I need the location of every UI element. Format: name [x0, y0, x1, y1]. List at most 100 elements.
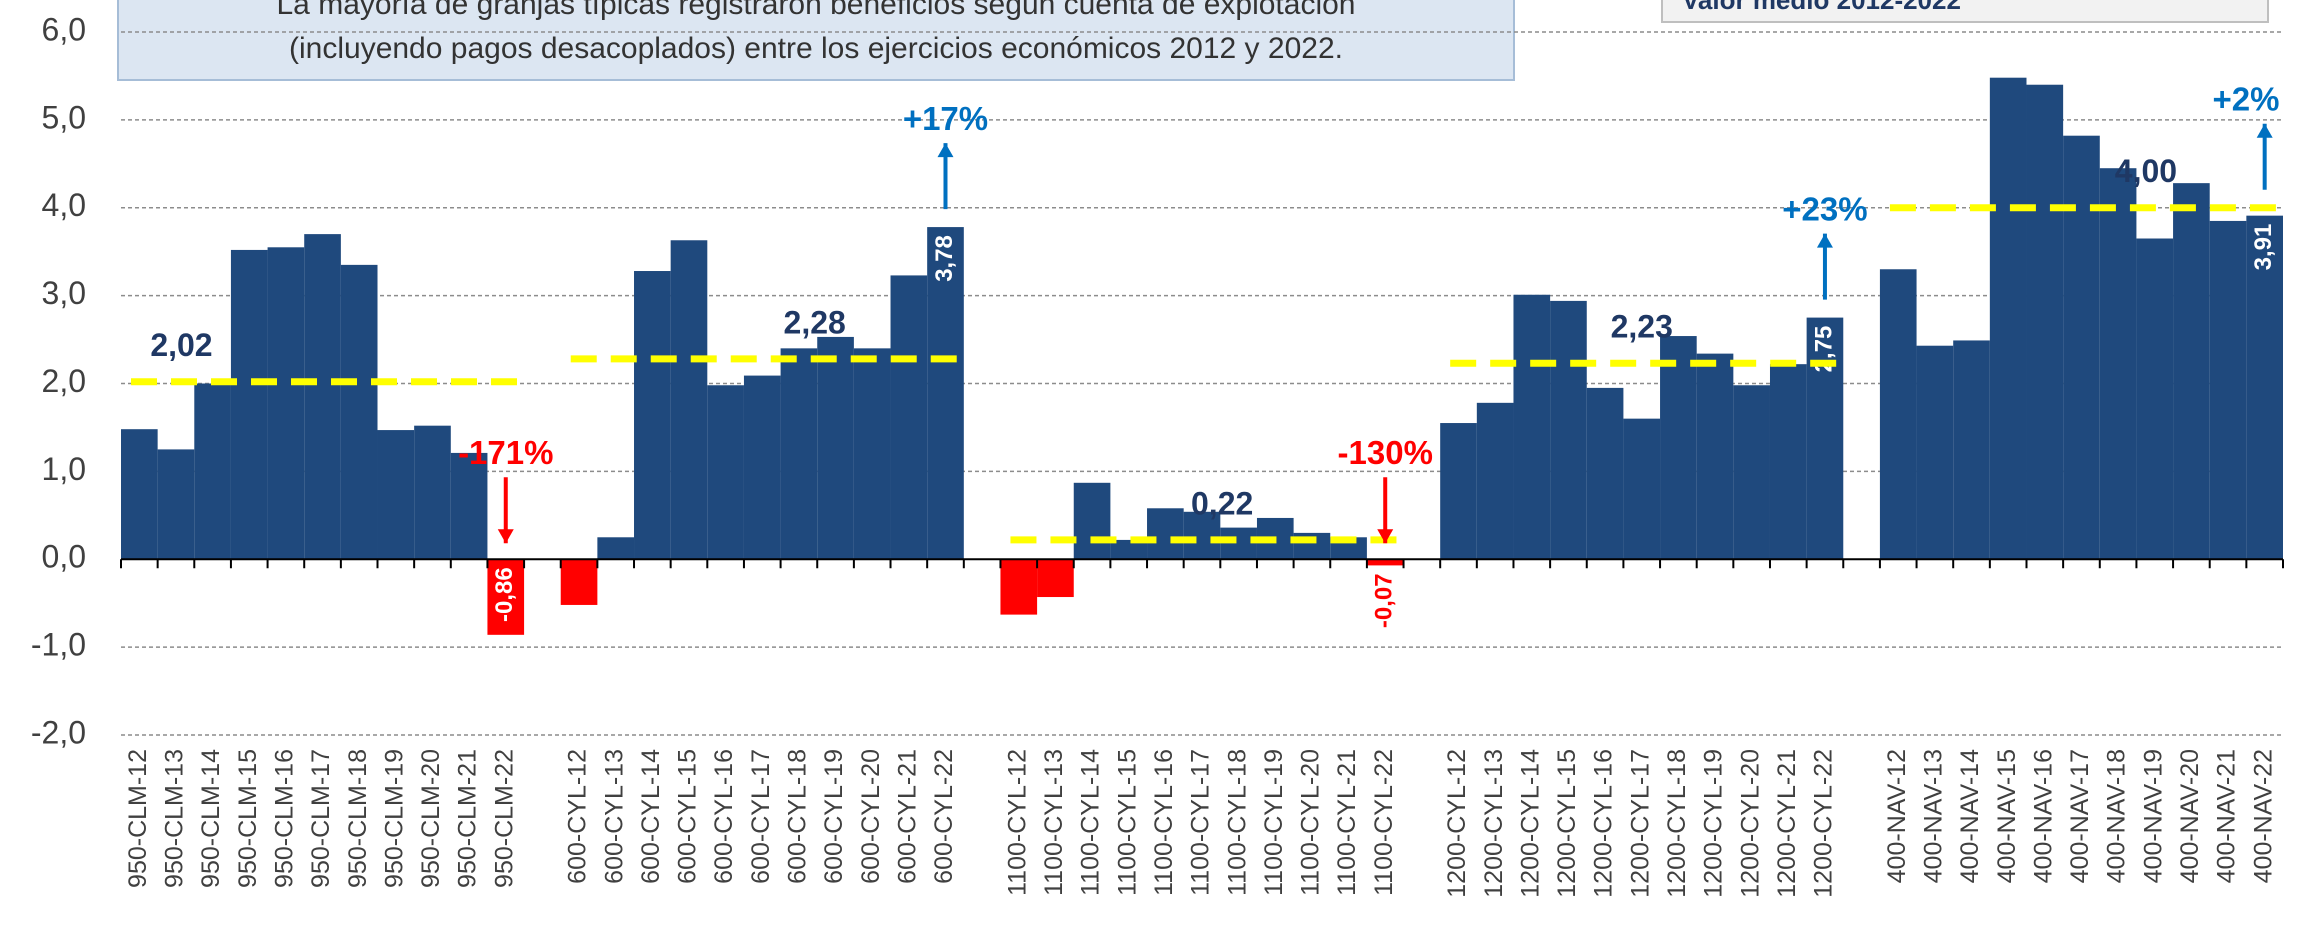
- bar: [340, 264, 378, 560]
- change-label: +2%: [2213, 80, 2280, 117]
- bar: [560, 559, 598, 605]
- note-box: [117, 0, 1515, 81]
- change-label: -171%: [458, 434, 553, 471]
- bar: [780, 348, 818, 560]
- note-line: La mayoría de granjas típicas registraro…: [277, 0, 1356, 21]
- mean-label: 4,00: [2115, 153, 2177, 189]
- bar: [1550, 300, 1587, 560]
- bar: [1733, 385, 1770, 560]
- y-tick-label: 4,0: [42, 187, 86, 223]
- bar: [1513, 294, 1551, 560]
- x-tick-label: 600-CYL-21: [893, 749, 921, 884]
- change-label: +23%: [1782, 190, 1867, 227]
- bar: [194, 383, 231, 560]
- x-tick-label: 600-CYL-20: [857, 749, 885, 884]
- bar: [1073, 482, 1111, 560]
- change-arrowhead: [2256, 123, 2273, 138]
- bar: [1989, 77, 2027, 560]
- bar: [1037, 559, 1074, 598]
- bar: [707, 385, 744, 560]
- x-tick-label: 1100-CYL-20: [1297, 749, 1325, 896]
- x-tick-label: 950-CLM-16: [271, 749, 299, 888]
- bar: [634, 271, 671, 560]
- y-tick-label: 6,0: [42, 11, 86, 47]
- mean-label: 2,28: [784, 304, 846, 340]
- bar: [853, 348, 891, 560]
- x-tick-label: 600-CYL-19: [820, 749, 848, 884]
- bar: [1696, 353, 1734, 560]
- x-tick-label: 400-NAV-17: [2066, 749, 2094, 883]
- bar: [1147, 508, 1184, 560]
- x-tick-label: 950-CLM-21: [454, 749, 482, 888]
- x-tick-label: 400-NAV-13: [1919, 749, 1947, 883]
- bar: [1183, 511, 1221, 560]
- x-tick-label: 400-NAV-12: [1883, 749, 1911, 883]
- bar: [2246, 215, 2283, 560]
- bar: [487, 559, 525, 635]
- x-tick-label: 600-CYL-13: [600, 749, 628, 884]
- bar: [377, 430, 415, 560]
- value-label: 3,78: [931, 235, 958, 282]
- x-tick-label: 400-NAV-15: [1993, 749, 2021, 883]
- x-tick-label: 1100-CYL-14: [1077, 749, 1105, 896]
- x-tick-label: 400-NAV-18: [2103, 749, 2131, 883]
- change-arrowhead: [937, 143, 954, 158]
- y-tick-label: -1,0: [31, 627, 86, 663]
- note-line: (incluyendo pagos desacoplados) entre lo…: [289, 32, 1343, 65]
- mean-label: 2,02: [150, 327, 212, 363]
- bar: [414, 425, 451, 560]
- bar: [1220, 527, 1257, 560]
- x-tick-label: 400-NAV-20: [2176, 749, 2204, 883]
- bar: [817, 336, 854, 560]
- x-tick-label: 1200-CYL-13: [1480, 749, 1508, 898]
- bar: [1440, 423, 1477, 560]
- change-arrowhead: [1816, 233, 1833, 248]
- bar: [597, 537, 635, 560]
- x-tick-label: 1200-CYL-15: [1553, 749, 1581, 898]
- x-tick-label: 1200-CYL-18: [1663, 749, 1691, 898]
- bar: [927, 227, 964, 560]
- bar: [2136, 238, 2174, 560]
- bar: [2209, 220, 2247, 560]
- bar: [1110, 539, 1148, 560]
- bar: [1366, 559, 1404, 566]
- x-tick-label: 1100-CYL-21: [1333, 749, 1361, 896]
- x-tick-label: 950-CLM-13: [161, 749, 189, 888]
- x-tick-label: 400-NAV-22: [2249, 749, 2277, 883]
- x-tick-label: 1200-CYL-22: [1810, 749, 1838, 898]
- change-label: -130%: [1338, 434, 1433, 471]
- x-tick-label: 1200-CYL-12: [1443, 749, 1471, 898]
- value-label: 3,91: [2250, 224, 2277, 271]
- legend-box: [1661, 0, 2269, 23]
- x-tick-label: 1200-CYL-21: [1773, 749, 1801, 898]
- x-tick-label: 950-CLM-20: [417, 749, 445, 888]
- x-tick-label: 600-CYL-12: [564, 749, 592, 884]
- x-tick-label: 1200-CYL-17: [1626, 749, 1654, 898]
- x-tick-label: 950-CLM-19: [380, 749, 408, 888]
- bar: [230, 249, 268, 560]
- x-tick-label: 600-CYL-16: [710, 749, 738, 884]
- legend-text: Valor medio 2012-2022: [1682, 0, 1961, 15]
- x-tick-label: 1100-CYL-22: [1370, 749, 1398, 896]
- change-label: +17%: [903, 100, 988, 137]
- x-tick-label: 1200-CYL-14: [1516, 749, 1544, 898]
- x-tick-label: 1200-CYL-16: [1590, 749, 1618, 898]
- change-arrowhead: [1377, 529, 1394, 544]
- x-tick-label: 1100-CYL-16: [1150, 749, 1178, 896]
- bar: [2026, 84, 2064, 560]
- bar: [890, 275, 928, 560]
- mean-label: 0,22: [1191, 485, 1253, 521]
- x-tick-label: 1100-CYL-19: [1260, 749, 1288, 896]
- y-tick-label: 3,0: [42, 275, 86, 311]
- x-tick-label: 400-NAV-21: [2213, 749, 2241, 883]
- x-tick-label: 1100-CYL-13: [1040, 749, 1068, 896]
- bar: [1953, 340, 1990, 560]
- x-tick-label: 600-CYL-22: [930, 749, 958, 884]
- bar: [304, 234, 341, 560]
- x-tick-label: 1100-CYL-17: [1187, 749, 1215, 896]
- bar: [1660, 336, 1697, 560]
- bar: [2063, 135, 2100, 560]
- bar: [743, 375, 781, 560]
- x-tick-label: 400-NAV-14: [1956, 749, 1984, 883]
